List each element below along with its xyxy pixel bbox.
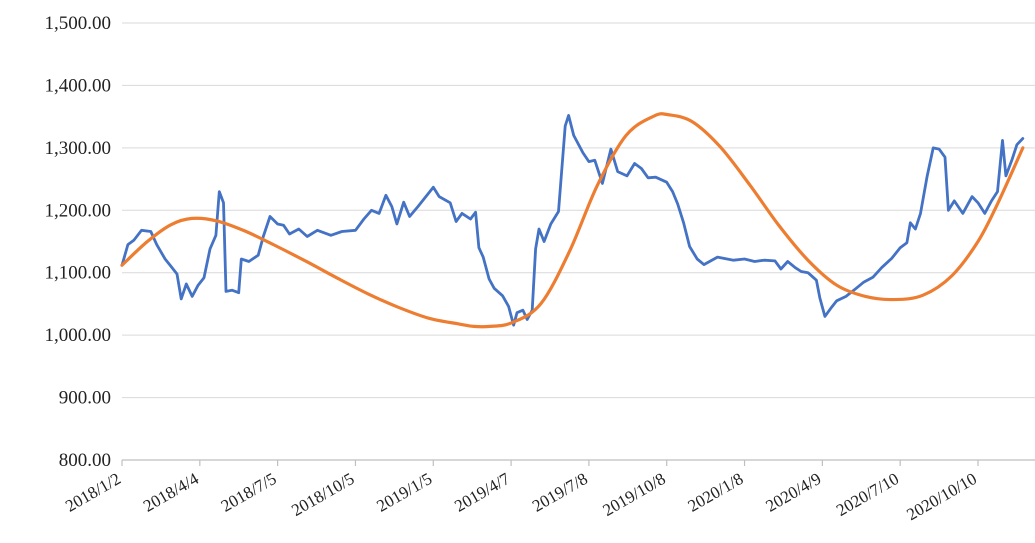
- y-tick-label: 1,300.00: [45, 138, 112, 159]
- y-tick-label: 900.00: [59, 388, 111, 409]
- y-tick-label: 1,400.00: [45, 75, 112, 96]
- x-tick-label: 2020/1/8: [685, 469, 747, 516]
- x-tick-label: 2018/10/5: [288, 469, 357, 520]
- x-tick-label: 2019/7/8: [529, 469, 591, 516]
- x-tick-label: 2020/10/10: [903, 469, 980, 524]
- gridlines: [122, 22, 1035, 399]
- y-tick-label: 800.00: [59, 450, 111, 471]
- series-line-2: [120, 112, 1025, 329]
- y-tick-label: 1,100.00: [45, 263, 112, 284]
- x-tick-label: 2019/10/8: [600, 469, 669, 520]
- x-axis: [121, 459, 1035, 466]
- y-tick-label: 1,500.00: [45, 13, 112, 34]
- x-tick-label: 2018/4/4: [140, 469, 202, 516]
- x-tick-label: 2019/1/5: [373, 469, 435, 516]
- series-lines: [120, 112, 1025, 329]
- x-tick-label: 2020/7/10: [833, 469, 902, 520]
- x-axis-tick-labels: 2018/1/2 2018/4/4 2018/7/5 2018/10/5 2019/1/…: [62, 469, 980, 524]
- y-axis-tick-labels: 1,500.00 1,400.00 1,300.00 1,200.00 1,100.00…: [45, 13, 112, 471]
- x-tick-label: 2019/4/7: [451, 469, 513, 516]
- x-tick-label: 2018/7/5: [218, 469, 280, 516]
- y-tick-label: 1,200.00: [45, 200, 112, 221]
- y-tick-label: 1,000.00: [45, 325, 112, 346]
- x-tick-label: 2020/4/9: [763, 469, 825, 516]
- x-tick-label: 2018/1/2: [62, 469, 124, 516]
- series-line-1: [120, 114, 1025, 327]
